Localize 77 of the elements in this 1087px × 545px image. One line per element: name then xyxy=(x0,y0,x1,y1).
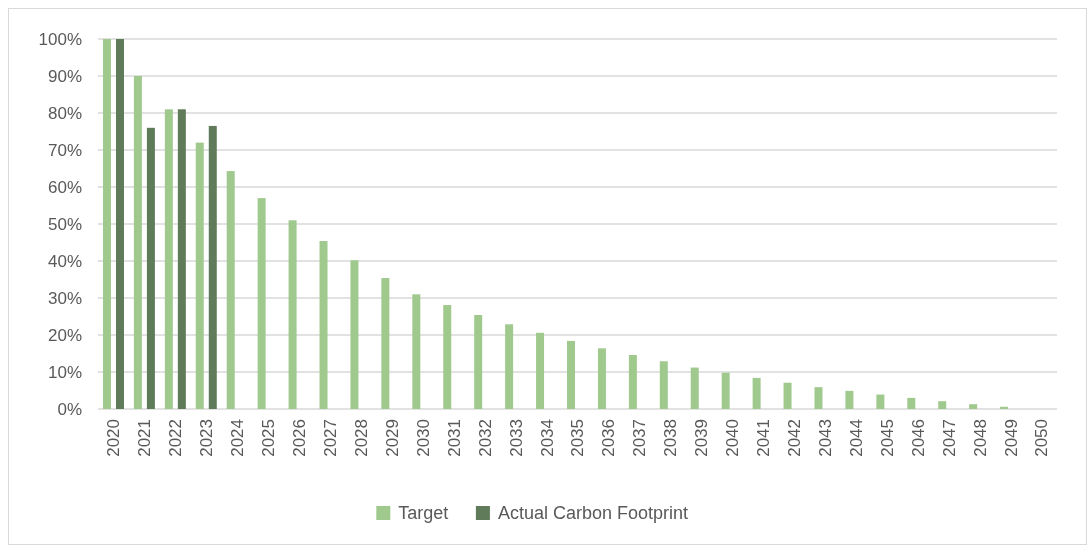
bar xyxy=(443,305,452,409)
y-tick-label: 70% xyxy=(47,140,82,160)
y-tick-label: 100% xyxy=(38,29,82,49)
bar xyxy=(177,109,186,409)
x-tick-label: 2027 xyxy=(320,419,340,457)
bar xyxy=(690,367,699,409)
x-tick-label: 2022 xyxy=(166,419,186,457)
legend-label: Actual Carbon Footprint xyxy=(497,503,689,524)
bar xyxy=(907,397,916,409)
bar xyxy=(814,387,823,409)
x-tick-label: 2038 xyxy=(661,419,681,457)
x-tick-label: 2050 xyxy=(1032,419,1052,457)
x-tick-label: 2020 xyxy=(104,419,124,457)
y-tick-label: 30% xyxy=(47,288,82,308)
x-tick-label: 2030 xyxy=(413,419,433,457)
y-tick-label: 40% xyxy=(47,251,82,271)
x-tick-label: 2024 xyxy=(228,419,248,457)
x-tick-label: 2028 xyxy=(351,419,371,457)
bar xyxy=(412,294,421,409)
x-tick-label: 2037 xyxy=(630,419,650,457)
bar xyxy=(226,171,235,409)
bar xyxy=(505,324,514,409)
y-tick-label: 60% xyxy=(47,177,82,197)
x-tick-label: 2044 xyxy=(846,419,866,457)
x-tick-label: 2047 xyxy=(939,419,959,457)
bar xyxy=(257,198,266,409)
bar xyxy=(597,348,606,409)
bar xyxy=(474,315,483,409)
x-tick-label: 2035 xyxy=(568,419,588,457)
bar xyxy=(319,241,328,409)
x-tick-label: 2048 xyxy=(970,419,990,457)
bar xyxy=(288,220,297,409)
bar xyxy=(350,260,359,409)
bar xyxy=(195,142,204,409)
bar xyxy=(783,382,792,409)
bar xyxy=(115,39,124,409)
legend-label: Target xyxy=(398,503,449,524)
x-tick-label: 2033 xyxy=(506,419,526,457)
x-tick-label: 2045 xyxy=(877,419,897,457)
bar xyxy=(567,340,575,409)
x-tick-label: 2031 xyxy=(444,419,464,457)
y-tick-label: 20% xyxy=(47,325,82,345)
x-tick-label: 2042 xyxy=(785,419,804,457)
y-tick-label: 80% xyxy=(47,103,82,123)
x-tick-label: 2023 xyxy=(197,419,217,457)
bar xyxy=(146,127,155,409)
x-tick-label: 2029 xyxy=(382,419,402,457)
x-tick-label: 2034 xyxy=(537,419,557,457)
x-tick-label: 2039 xyxy=(692,419,712,457)
x-tick-label: 2032 xyxy=(475,419,495,457)
x-tick-label: 2026 xyxy=(290,419,310,457)
y-tick-label: 0% xyxy=(57,399,82,419)
bar xyxy=(133,76,142,409)
bar xyxy=(969,404,978,409)
x-tick-label: 2036 xyxy=(599,419,619,457)
x-tick-label: 2049 xyxy=(1001,419,1021,457)
bar xyxy=(628,354,637,409)
bar xyxy=(659,361,668,409)
x-tick-label: 2021 xyxy=(135,419,155,457)
x-tick-label: 2025 xyxy=(259,419,279,457)
x-tick-label: 2043 xyxy=(815,419,835,457)
y-tick-label: 90% xyxy=(47,66,82,86)
bar xyxy=(721,372,730,409)
x-tick-label: 2041 xyxy=(754,419,774,457)
y-tick-label: 50% xyxy=(47,214,82,234)
bar xyxy=(208,125,217,409)
bar xyxy=(536,332,545,409)
bar xyxy=(381,278,390,409)
x-tick-label: 2046 xyxy=(908,419,928,457)
bar xyxy=(102,39,111,409)
bar xyxy=(876,394,885,409)
bar xyxy=(845,390,854,409)
x-tick-label: 2040 xyxy=(723,419,743,457)
bar xyxy=(752,377,761,409)
y-tick-label: 10% xyxy=(47,362,82,382)
bar xyxy=(164,109,173,409)
bar xyxy=(938,401,947,409)
